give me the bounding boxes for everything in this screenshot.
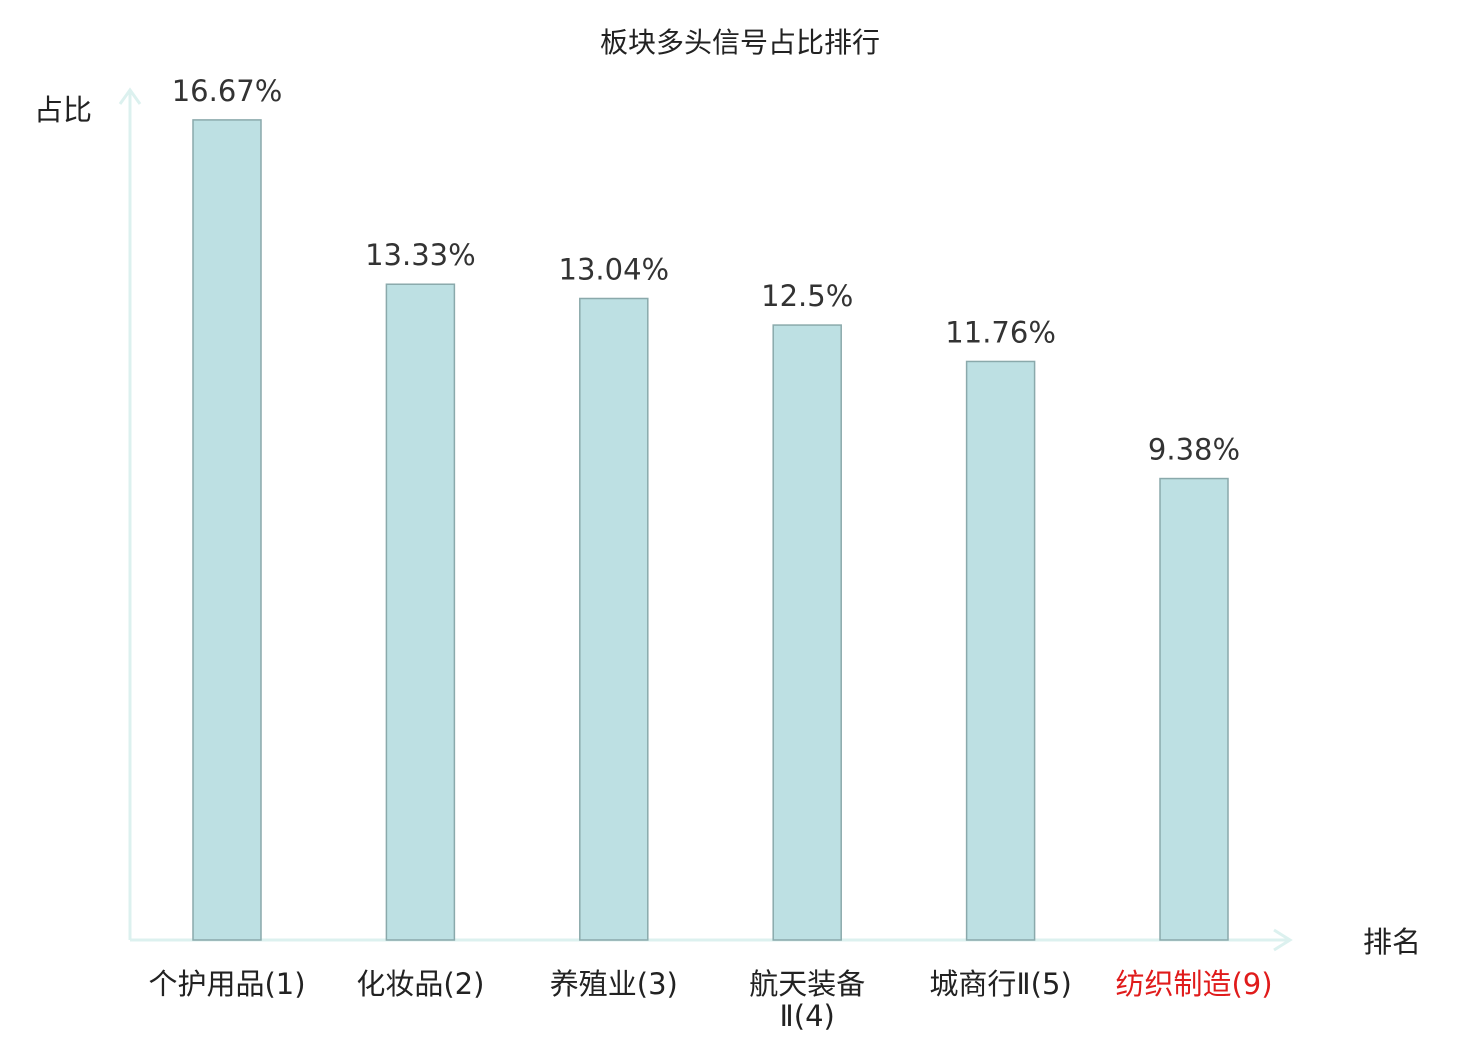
x-axis [130, 928, 1293, 952]
category-label-4: 航天装备 Ⅱ(4) [749, 967, 865, 1033]
value-label-5: 11.76% [945, 315, 1056, 349]
category-label-6: 纺织制造(9) [1115, 967, 1272, 1001]
y-axis-arrow [118, 87, 142, 105]
category-labels-group: 个护用品(1) 化妆品(2) 养殖业(3) 航天装备 Ⅱ(4) 城商行Ⅱ(5) 纺织制造(9… [148, 967, 1272, 1033]
value-labels-group: 16.67% 13.33% 13.04% 12.5% 11.76% 9.38% [172, 74, 1240, 467]
value-label-1: 16.67% [172, 74, 283, 108]
x-axis-arrow [1273, 928, 1293, 952]
value-label-6: 9.38% [1148, 433, 1240, 467]
category-label-5: 城商行Ⅱ(5) [929, 967, 1071, 1001]
value-label-2: 13.33% [365, 238, 476, 272]
chart-title: 板块多头信号占比排行 [600, 26, 880, 59]
category-label-2: 化妆品(2) [356, 967, 484, 1001]
bar-6 [1159, 477, 1229, 941]
x-axis-label: 排名 [1363, 925, 1421, 959]
bar-1 [192, 119, 262, 941]
category-label-3: 养殖业(3) [550, 967, 678, 1001]
bar-3 [579, 297, 649, 941]
category-label-1: 个护用品(1) [148, 967, 305, 1001]
y-axis [118, 87, 142, 940]
value-label-4: 12.5% [761, 279, 853, 313]
bar-5 [965, 360, 1036, 941]
bar-4 [772, 324, 842, 941]
y-axis-label: 占比 [34, 93, 92, 127]
bars-group [192, 119, 1229, 941]
bar-2 [385, 283, 456, 941]
value-label-3: 13.04% [559, 252, 670, 286]
